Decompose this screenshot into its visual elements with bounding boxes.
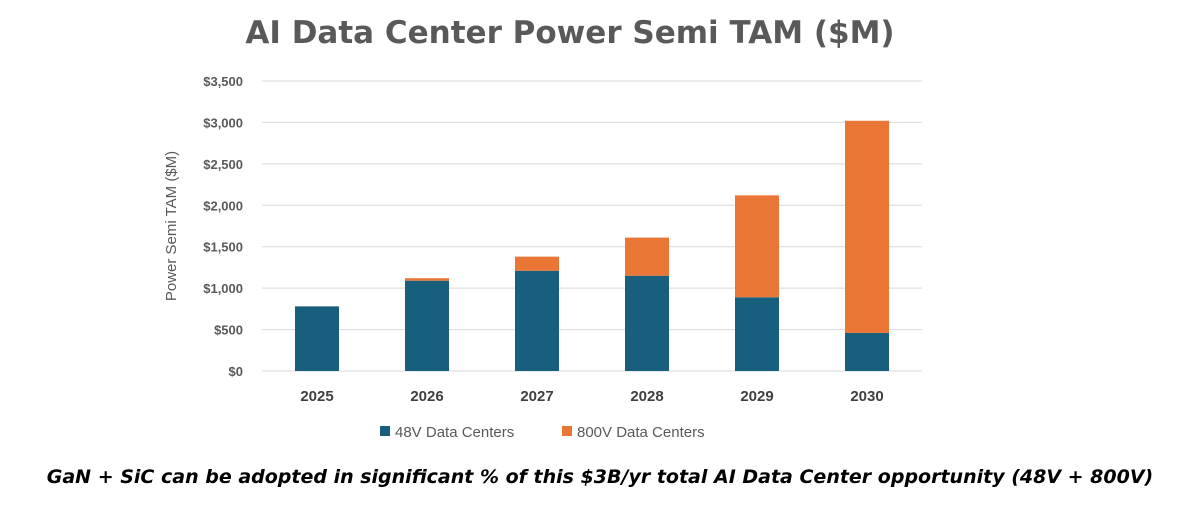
y-tick-label: $2,500 xyxy=(203,157,243,172)
x-axis-ticks: 2025 2026 2027 2028 2029 2030 xyxy=(300,388,883,405)
y-tick-label: $1,000 xyxy=(203,281,243,296)
bars xyxy=(295,120,889,371)
bar-800v-2030 xyxy=(845,120,889,333)
chart-title: AI Data Center Power Semi TAM ($M) xyxy=(245,15,894,51)
y-tick-label: $3,000 xyxy=(203,115,243,130)
bar-800v-2027 xyxy=(515,256,559,271)
bar-48v-2030 xyxy=(845,332,889,371)
y-axis-label: Power Semi TAM ($M) xyxy=(163,151,180,301)
x-tick-label: 2026 xyxy=(410,388,443,405)
y-tick-label: $1,500 xyxy=(203,240,243,255)
bar-48v-2027 xyxy=(515,270,559,371)
legend-label: 800V Data Centers xyxy=(577,424,705,441)
bar-800v-2026 xyxy=(405,278,449,281)
bar-48v-2025 xyxy=(295,306,339,371)
legend-swatch xyxy=(562,426,572,436)
gridlines xyxy=(262,80,922,372)
y-tick-label: $0 xyxy=(229,364,243,379)
legend-swatch xyxy=(380,426,390,436)
caption: GaN + SiC can be adopted in significant … xyxy=(46,466,1154,488)
y-axis-ticks: $0 $500 $1,000 $1,500 $2,000 $2,500 $3,000 $3,5… xyxy=(203,74,243,379)
y-tick-label: $3,500 xyxy=(203,74,243,89)
y-tick-label: $500 xyxy=(214,323,243,338)
bar-48v-2029 xyxy=(735,297,779,371)
legend: 48V Data Centers 800V Data Centers xyxy=(380,424,705,441)
x-tick-label: 2027 xyxy=(520,388,553,405)
bar-48v-2028 xyxy=(625,275,669,371)
y-tick-label: $2,000 xyxy=(203,198,243,213)
legend-label: 48V Data Centers xyxy=(395,424,514,441)
x-tick-label: 2029 xyxy=(740,388,773,405)
bar-800v-2029 xyxy=(735,195,779,298)
x-tick-label: 2030 xyxy=(850,388,883,405)
bar-800v-2028 xyxy=(625,237,669,276)
x-tick-label: 2028 xyxy=(630,388,663,405)
bar-48v-2026 xyxy=(405,280,449,371)
x-tick-label: 2025 xyxy=(300,388,333,405)
